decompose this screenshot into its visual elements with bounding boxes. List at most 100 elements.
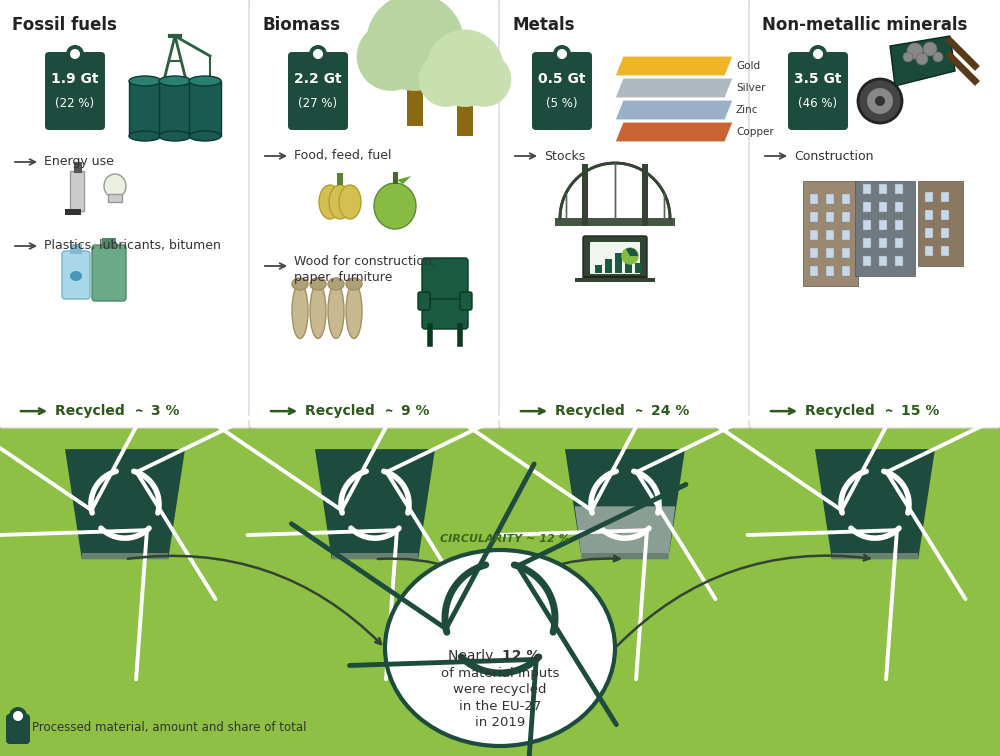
Text: Recycled  ~ 24 %: Recycled ~ 24 % — [555, 404, 689, 418]
Ellipse shape — [104, 174, 126, 198]
Bar — [583, 276, 647, 280]
Bar — [0, 427, 1000, 756]
Bar — [582, 553, 668, 559]
Text: of material inputs: of material inputs — [441, 668, 559, 680]
Text: Zinc: Zinc — [736, 105, 759, 115]
FancyBboxPatch shape — [499, 0, 751, 428]
Circle shape — [923, 42, 937, 56]
Circle shape — [405, 23, 473, 90]
Text: 12 %: 12 % — [502, 649, 540, 663]
Ellipse shape — [189, 76, 221, 86]
Text: (22 %): (22 %) — [55, 97, 95, 110]
Ellipse shape — [557, 49, 567, 59]
Wedge shape — [626, 248, 638, 256]
Bar — [582, 164, 588, 226]
Circle shape — [903, 52, 913, 62]
Ellipse shape — [328, 278, 344, 290]
Ellipse shape — [292, 278, 308, 290]
Text: Construction: Construction — [794, 150, 874, 163]
Text: (46 %): (46 %) — [798, 97, 838, 110]
Bar — [108, 194, 122, 202]
Bar — [918, 181, 962, 266]
Bar — [65, 209, 81, 215]
Bar — [842, 248, 850, 258]
Ellipse shape — [813, 49, 823, 59]
Bar — [879, 256, 887, 266]
Ellipse shape — [313, 49, 323, 59]
Ellipse shape — [553, 45, 571, 63]
Bar — [826, 230, 834, 240]
Text: in the EU-27: in the EU-27 — [459, 699, 541, 712]
FancyBboxPatch shape — [422, 293, 468, 329]
Text: in 2019: in 2019 — [475, 715, 525, 729]
Bar — [70, 171, 84, 211]
Bar — [879, 202, 887, 212]
Bar — [863, 220, 871, 230]
Text: 1.9 Gt: 1.9 Gt — [51, 72, 99, 86]
Polygon shape — [575, 507, 675, 559]
Text: Recycled  ~ 15 %: Recycled ~ 15 % — [805, 404, 939, 418]
Bar — [832, 553, 918, 559]
Bar — [855, 181, 915, 276]
Ellipse shape — [292, 284, 308, 339]
Bar — [457, 91, 473, 136]
Bar — [102, 238, 116, 248]
Ellipse shape — [319, 185, 341, 219]
Bar — [0, 0, 1000, 427]
Bar — [863, 202, 871, 212]
Bar — [925, 192, 933, 202]
Bar — [555, 218, 675, 226]
Bar — [863, 238, 871, 248]
FancyBboxPatch shape — [288, 52, 348, 130]
FancyBboxPatch shape — [0, 0, 251, 428]
Bar — [159, 81, 191, 136]
Bar — [941, 192, 949, 202]
Polygon shape — [615, 78, 733, 98]
Circle shape — [367, 0, 463, 90]
Circle shape — [933, 52, 943, 62]
Bar — [879, 184, 887, 194]
Bar — [842, 266, 850, 276]
Bar — [625, 257, 632, 273]
Ellipse shape — [159, 131, 191, 141]
Bar — [925, 210, 933, 220]
Text: Recycled  ~ 3 %: Recycled ~ 3 % — [55, 404, 180, 418]
FancyBboxPatch shape — [418, 292, 430, 310]
Text: were recycled: were recycled — [453, 683, 547, 696]
Circle shape — [357, 23, 425, 90]
Bar — [337, 173, 343, 185]
Ellipse shape — [385, 550, 615, 746]
Bar — [895, 238, 903, 248]
Ellipse shape — [310, 278, 326, 290]
Circle shape — [427, 30, 503, 106]
Bar — [393, 172, 398, 184]
Bar — [895, 220, 903, 230]
Circle shape — [916, 53, 928, 65]
Ellipse shape — [66, 45, 84, 63]
Polygon shape — [615, 122, 733, 142]
FancyBboxPatch shape — [532, 52, 592, 130]
FancyBboxPatch shape — [749, 0, 1000, 428]
FancyBboxPatch shape — [6, 714, 30, 744]
Text: 2.2 Gt: 2.2 Gt — [294, 72, 342, 86]
Bar — [810, 230, 818, 240]
Bar — [842, 230, 850, 240]
Circle shape — [622, 248, 638, 264]
Ellipse shape — [374, 183, 416, 229]
Bar — [826, 194, 834, 204]
Text: Silver: Silver — [736, 83, 766, 93]
Bar — [810, 248, 818, 258]
Ellipse shape — [129, 76, 161, 86]
Bar — [605, 259, 612, 273]
Text: 3.5 Gt: 3.5 Gt — [794, 72, 842, 86]
FancyBboxPatch shape — [62, 251, 90, 299]
Bar — [82, 553, 168, 559]
Bar — [642, 164, 648, 226]
Bar — [810, 212, 818, 222]
FancyBboxPatch shape — [460, 292, 472, 310]
Text: Non-metallic minerals: Non-metallic minerals — [762, 16, 967, 34]
Text: Plastics, lubricants, bitumen: Plastics, lubricants, bitumen — [44, 240, 221, 253]
Text: Gold: Gold — [736, 61, 760, 71]
Bar — [615, 253, 622, 273]
Polygon shape — [890, 36, 955, 86]
